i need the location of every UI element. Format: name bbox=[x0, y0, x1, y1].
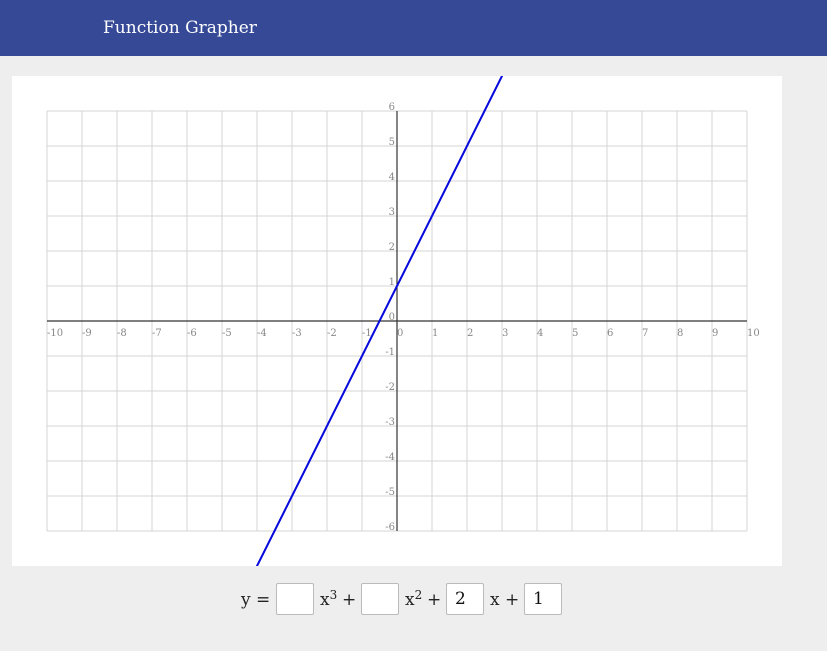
x-tick-label: 5 bbox=[572, 328, 578, 339]
y-tick-label: 6 bbox=[389, 102, 395, 113]
x-tick-label: -2 bbox=[327, 328, 337, 339]
coef-constant-input[interactable] bbox=[524, 583, 562, 615]
function-graph: -10 -9 -8 -7 -6 -5 -4 -3 -2 -1 0 1 2 3 4 5 6 7 8 9 106543210… bbox=[46, 76, 760, 566]
y-tick-label: -5 bbox=[385, 487, 395, 498]
x-tick-label: -7 bbox=[152, 328, 162, 339]
app-title: Function Grapher bbox=[103, 18, 257, 38]
function-curve bbox=[255, 76, 504, 566]
x-tick-label: 0 bbox=[397, 328, 403, 339]
x-tick-label: -3 bbox=[292, 328, 302, 339]
plus-sign-2: + bbox=[427, 590, 442, 610]
y-tick-label: -1 bbox=[385, 347, 395, 358]
y-tick-label: 4 bbox=[389, 172, 395, 183]
graph-panel: -10 -9 -8 -7 -6 -5 -4 -3 -2 -1 0 1 2 3 4 5 6 7 8 9 10 6 5 4 3 2 1 0… bbox=[12, 76, 782, 566]
x-tick-label: -8 bbox=[117, 328, 127, 339]
x-term: x + bbox=[490, 590, 520, 610]
y-tick-label: 5 bbox=[389, 137, 395, 148]
app-header: Function Grapher bbox=[0, 0, 827, 56]
y-tick-label: -6 bbox=[385, 522, 395, 533]
x-tick-label: 3 bbox=[502, 328, 508, 339]
y-tick-label: -4 bbox=[385, 452, 395, 463]
x-tick-label: -5 bbox=[222, 328, 232, 339]
plus-sign-1: + bbox=[342, 590, 357, 610]
x-squared-exponent: 2 bbox=[414, 588, 423, 602]
x-tick-label: 6 bbox=[607, 328, 613, 339]
x-cubed-exponent: 3 bbox=[329, 588, 338, 602]
x-cubed-base: x bbox=[320, 590, 330, 610]
y-tick-label: -3 bbox=[385, 417, 395, 428]
x-tick-label: -1 bbox=[362, 328, 372, 339]
equation-row: y = x3 + x2 + x + bbox=[0, 583, 827, 617]
x-tick-label: 7 bbox=[642, 328, 648, 339]
x-tick-label: -10 bbox=[47, 328, 63, 339]
x-tick-label: 1 bbox=[432, 328, 438, 339]
y-tick-label: 3 bbox=[389, 207, 395, 218]
x-tick-label: 4 bbox=[537, 328, 543, 339]
x-tick-label: 8 bbox=[677, 328, 683, 339]
x-tick-label: 9 bbox=[712, 328, 718, 339]
y-tick-label: 0 bbox=[389, 312, 395, 323]
x-tick-label: 10 bbox=[747, 328, 760, 339]
equation-prefix: y = bbox=[241, 590, 271, 610]
coef-x3-input[interactable] bbox=[276, 583, 314, 615]
x-squared-base: x bbox=[405, 590, 415, 610]
coef-x-input[interactable] bbox=[446, 583, 484, 615]
x-squared-term: x2 bbox=[405, 588, 423, 610]
x-tick-label: -4 bbox=[257, 328, 267, 339]
y-tick-label: -2 bbox=[385, 382, 395, 393]
x-tick-label: 2 bbox=[467, 328, 473, 339]
x-tick-label: -6 bbox=[187, 328, 197, 339]
x-cubed-term: x3 bbox=[320, 588, 338, 610]
x-tick-label: -9 bbox=[82, 328, 92, 339]
y-tick-label: 2 bbox=[389, 242, 395, 253]
y-tick-label: 1 bbox=[389, 277, 395, 288]
coef-x2-input[interactable] bbox=[361, 583, 399, 615]
